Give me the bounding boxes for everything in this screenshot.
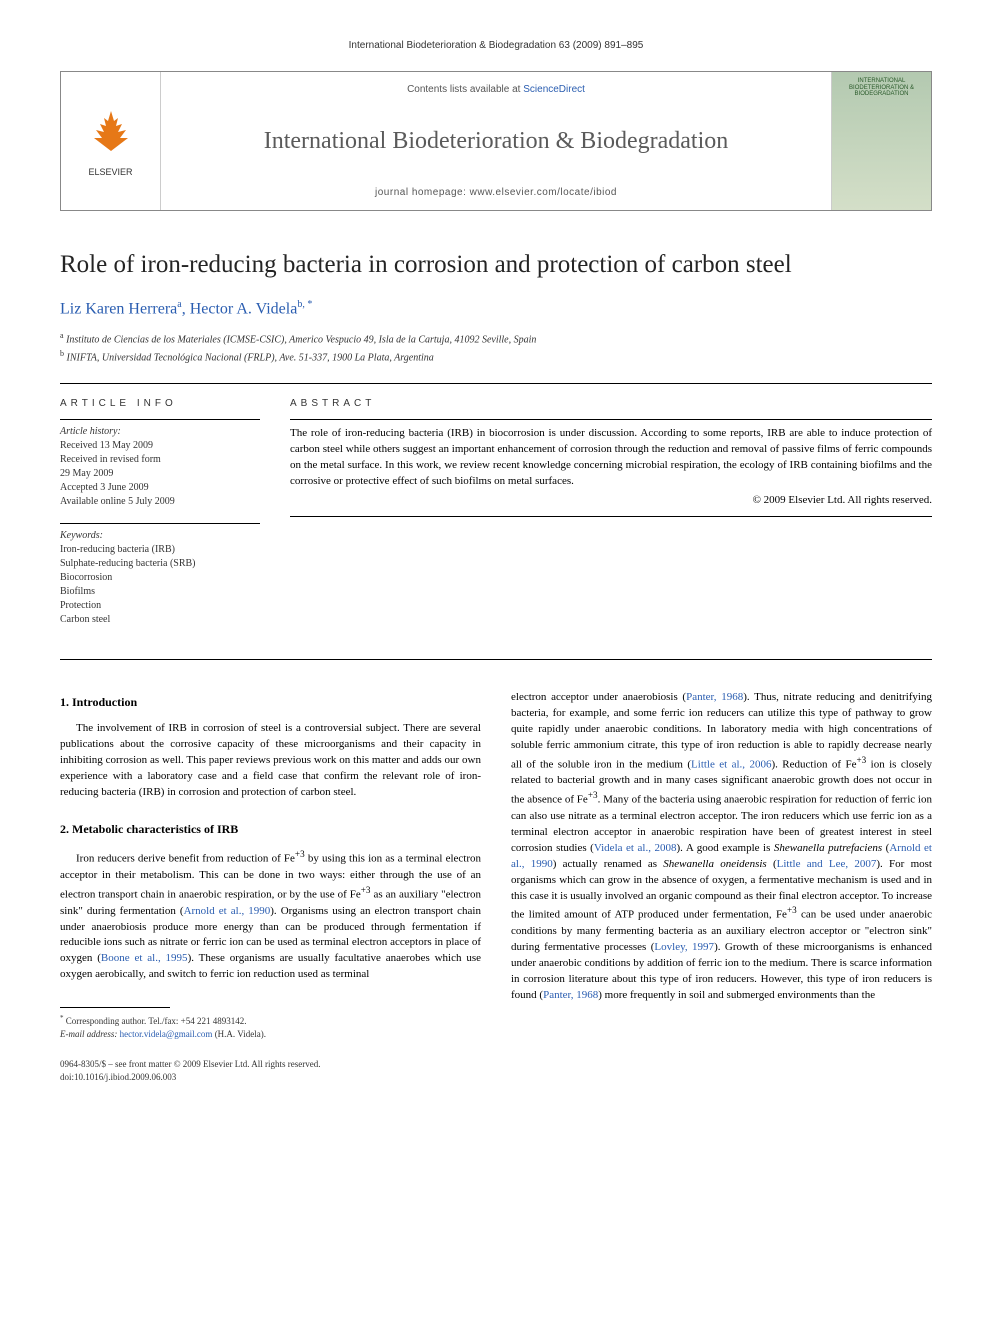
abstract-divider <box>290 419 932 420</box>
abstract-divider-bottom <box>290 516 932 517</box>
article-title: Role of iron-reducing bacteria in corros… <box>60 251 932 279</box>
authors: Liz Karen Herreraa, Hector A. Videlab, * <box>60 299 932 318</box>
info-divider-2 <box>60 523 260 524</box>
footnotes: * Corresponding author. Tel./fax: +54 22… <box>60 1014 481 1040</box>
email-line: E-mail address: hector.videla@gmail.com … <box>60 1028 481 1041</box>
info-abstract-row: ARTICLE INFO Article history: Received 1… <box>60 398 932 641</box>
keyword-5: Protection <box>60 599 260 613</box>
email-label: E-mail address: <box>60 1029 120 1039</box>
publisher-name: ELSEVIER <box>88 167 132 177</box>
history-label: Article history: <box>60 426 260 437</box>
ref-lovley-1997[interactable]: Lovley, 1997 <box>654 941 714 953</box>
affil-a-sup: a <box>60 331 64 340</box>
c2-f: ). A good example is <box>677 842 774 854</box>
journal-name: International Biodeterioration & Biodegr… <box>177 128 815 155</box>
contents-prefix: Contents lists available at <box>407 84 523 95</box>
c2-c: ). Reduction of Fe <box>771 758 856 770</box>
corr-text: Corresponding author. Tel./fax: +54 221 … <box>64 1016 247 1026</box>
abstract-text: The role of iron-reducing bacteria (IRB)… <box>290 426 932 490</box>
species-2: Shewanella oneidensis <box>663 858 766 870</box>
ref-arnold-1990-a[interactable]: Arnold et al., 1990 <box>184 905 271 917</box>
front-matter-line: 0964-8305/$ – see front matter © 2009 El… <box>60 1058 932 1071</box>
history-revised-2: 29 May 2009 <box>60 467 260 481</box>
s2p1-a: Iron reducers derive benefit from reduct… <box>76 853 295 865</box>
contents-available: Contents lists available at ScienceDirec… <box>177 84 815 95</box>
ref-little-lee-2007[interactable]: Little and Lee, 2007 <box>777 858 877 870</box>
email-link[interactable]: hector.videla@gmail.com <box>120 1029 213 1039</box>
species-1: Shewanella putrefaciens <box>774 842 882 854</box>
journal-homepage: journal homepage: www.elsevier.com/locat… <box>177 187 815 198</box>
running-header: International Biodeterioration & Biodegr… <box>60 40 932 51</box>
email-who: (H.A. Videla). <box>212 1029 266 1039</box>
divider-mid <box>60 659 932 660</box>
ref-little-2006[interactable]: Little et al., 2006 <box>691 758 771 770</box>
info-divider-1 <box>60 419 260 420</box>
affil-a-text: Instituto de Ciencias de los Materiales … <box>66 335 536 346</box>
history-received: Received 13 May 2009 <box>60 439 260 453</box>
article-info-heading: ARTICLE INFO <box>60 398 260 409</box>
c2-a: electron acceptor under anaerobiosis ( <box>511 691 686 703</box>
homepage-prefix: journal homepage: <box>375 187 470 198</box>
body-columns: 1. Introduction The involvement of IRB i… <box>60 690 932 1040</box>
article-info: ARTICLE INFO Article history: Received 1… <box>60 398 260 641</box>
divider-top <box>60 383 932 384</box>
fe-sup-5: +3 <box>787 905 797 915</box>
c2-i: ( <box>767 858 777 870</box>
column-2-continuation: electron acceptor under anaerobiosis (Pa… <box>511 690 932 1004</box>
abstract-heading: ABSTRACT <box>290 398 932 409</box>
ref-panter-1968-a[interactable]: Panter, 1968 <box>686 691 743 703</box>
author-1: Liz Karen Herrera <box>60 300 177 317</box>
abstract-copyright: © 2009 Elsevier Ltd. All rights reserved… <box>290 494 932 506</box>
ref-panter-1968-b[interactable]: Panter, 1968 <box>543 989 598 1001</box>
authors-separator: , <box>182 300 190 317</box>
keyword-2: Sulphate-reducing bacteria (SRB) <box>60 557 260 571</box>
affiliations: a Instituto de Ciencias de los Materiale… <box>60 330 932 365</box>
history-online: Available online 5 July 2009 <box>60 495 260 509</box>
ref-videla-2008[interactable]: Videla et al., 2008 <box>594 842 677 854</box>
bottom-copyright: 0964-8305/$ – see front matter © 2009 El… <box>60 1058 932 1083</box>
keywords-label: Keywords: <box>60 530 260 541</box>
keyword-6: Carbon steel <box>60 613 260 627</box>
affiliation-b: b INIFTA, Universidad Tecnológica Nacion… <box>60 348 932 365</box>
footnote-divider <box>60 1007 170 1008</box>
article-history: Article history: Received 13 May 2009 Re… <box>60 426 260 509</box>
fe-sup-1: +3 <box>295 849 305 859</box>
fe-sup-4: +3 <box>588 790 598 800</box>
journal-banner: ELSEVIER Contents lists available at Sci… <box>60 71 932 211</box>
column-right: electron acceptor under anaerobiosis (Pa… <box>511 690 932 1040</box>
corresponding-author-note: * Corresponding author. Tel./fax: +54 22… <box>60 1014 481 1028</box>
affil-b-text: INIFTA, Universidad Tecnológica Nacional… <box>67 352 434 363</box>
journal-cover-thumb: INTERNATIONAL BIODETERIORATION & BIODEGR… <box>831 72 931 210</box>
section-2-para-1: Iron reducers derive benefit from reduct… <box>60 848 481 983</box>
cover-title: INTERNATIONAL BIODETERIORATION & BIODEGR… <box>838 78 925 98</box>
banner-center: Contents lists available at ScienceDirec… <box>161 72 831 210</box>
fe-sup-3: +3 <box>856 755 866 765</box>
homepage-url: www.elsevier.com/locate/ibiod <box>470 187 617 198</box>
history-accepted: Accepted 3 June 2009 <box>60 481 260 495</box>
author-2: Hector A. Videla <box>190 300 298 317</box>
keywords-block: Keywords: Iron-reducing bacteria (IRB) S… <box>60 530 260 627</box>
publisher-logo-box: ELSEVIER <box>61 72 161 210</box>
section-1-para-1: The involvement of IRB in corrosion of s… <box>60 721 481 801</box>
author-2-affil-sup: b, * <box>297 299 312 310</box>
column-left: 1. Introduction The involvement of IRB i… <box>60 690 481 1040</box>
keyword-3: Biocorrosion <box>60 571 260 585</box>
sciencedirect-link[interactable]: ScienceDirect <box>523 84 585 95</box>
affil-b-sup: b <box>60 349 64 358</box>
affiliation-a: a Instituto de Ciencias de los Materiale… <box>60 330 932 347</box>
doi-line: doi:10.1016/j.ibiod.2009.06.003 <box>60 1071 932 1084</box>
keyword-4: Biofilms <box>60 585 260 599</box>
section-2-heading: 2. Metabolic characteristics of IRB <box>60 821 481 838</box>
keyword-1: Iron-reducing bacteria (IRB) <box>60 543 260 557</box>
abstract: ABSTRACT The role of iron-reducing bacte… <box>290 398 932 641</box>
section-1-heading: 1. Introduction <box>60 694 481 711</box>
ref-boone-1995[interactable]: Boone et al., 1995 <box>101 952 188 964</box>
c2-m: ) more frequently in soil and submerged … <box>598 989 875 1001</box>
c2-h: ) actually renamed as <box>553 858 664 870</box>
history-revised-1: Received in revised form <box>60 453 260 467</box>
elsevier-tree-icon <box>86 106 136 163</box>
